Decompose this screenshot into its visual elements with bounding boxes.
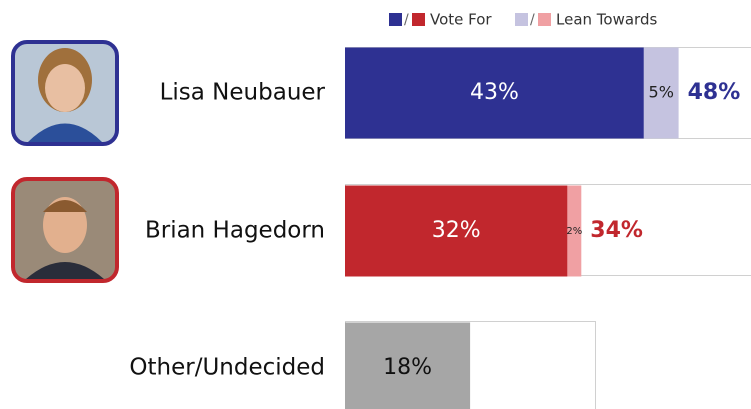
chart: / Vote For / Lean Towards Lisa Neubauer 43% 5%… [0, 0, 751, 409]
total-label: 48% [688, 80, 741, 105]
legend-label: Vote For [430, 11, 492, 29]
value-label: 2% [566, 226, 582, 237]
legend-swatch [515, 13, 528, 26]
category-label: Other/Undecided [129, 355, 325, 381]
legend-swatch [538, 13, 551, 26]
value-label: 32% [432, 218, 481, 243]
legend-label: Lean Towards [556, 11, 657, 29]
photo [13, 42, 117, 144]
legend-swatch [412, 13, 425, 26]
legend-swatch [389, 13, 402, 26]
legend-separator: / [530, 12, 535, 28]
category-label: Lisa Neubauer [160, 80, 326, 106]
value-label: 5% [649, 83, 674, 102]
category-label: Brian Hagedorn [145, 218, 325, 244]
photo [13, 179, 117, 281]
legend-separator: / [404, 12, 409, 28]
value-label: 43% [470, 80, 519, 105]
value-label: 18% [383, 355, 432, 380]
total-label: 34% [590, 218, 643, 243]
